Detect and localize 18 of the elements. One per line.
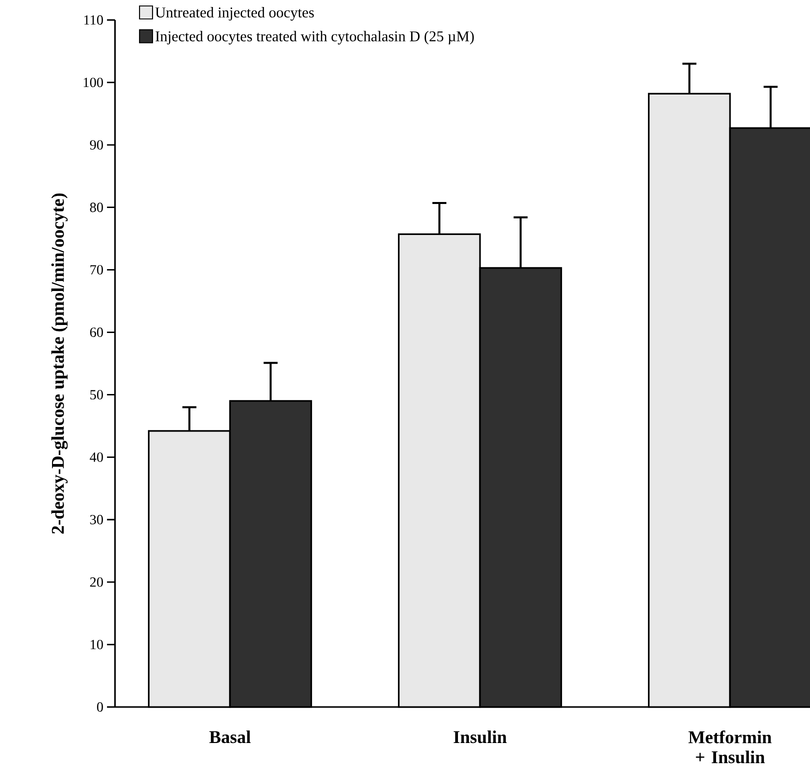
y-tick-label: 20 [90,577,103,587]
y-tick-label: 60 [90,328,103,337]
y-tick-label: 110 [84,15,103,25]
y-tick-label: 70 [90,265,103,275]
y-tick-label: 80 [90,202,103,212]
x-tick-label: Metformin + Insulin [688,730,772,764]
y-tick-label: 0 [97,702,103,712]
y-tick-label: 30 [90,514,103,524]
legend-label: Injected oocytes treated with cytochalasin D (25 µM) [156,30,474,44]
y-tick-label: 100 [84,78,103,88]
y-tick-label: 40 [90,452,103,462]
legend-label: Untreated injected oocytes [155,7,314,21]
y-tick-label: 10 [90,640,103,650]
y-tick-label: 50 [90,390,103,400]
x-tick-label: Insulin [454,730,507,744]
y-tick-label: 90 [90,140,103,150]
y-axis-title: 2-deoxy-D-glucose uptake (pmol/min/oocyte) [51,193,68,534]
x-tick-label: Basal [209,730,251,744]
